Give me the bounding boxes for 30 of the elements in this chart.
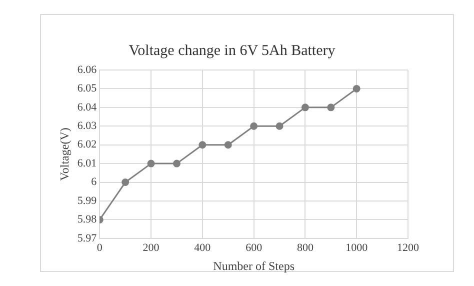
point [327,104,335,112]
point [301,104,309,112]
point [224,141,232,149]
point [352,84,360,92]
point [172,160,180,168]
y-tick-label: 6.04 [77,101,98,114]
y-tick-label: 6.03 [77,120,98,132]
x-tick-label: 400 [194,242,212,254]
y-tick-label: 5.97 [77,232,98,244]
y-tick-label: 6.05 [77,82,98,95]
x-tick-label: 600 [246,242,263,254]
x-tick-label: 200 [142,242,160,254]
y-tick-label: 5.99 [77,194,98,207]
x-tick-label: 800 [296,242,314,254]
y-tick-label: 6.02 [77,138,97,151]
y-tick-label: 6.06 [77,64,98,76]
point [147,160,155,168]
y-tick-label: 6 [91,176,98,188]
point [198,141,206,149]
chart-title: Voltage change in 6V 5Ah Battery [128,42,336,59]
point [122,178,130,186]
x-tick-label: 1000 [346,242,368,254]
x-axis-title: Number of Steps [213,258,295,273]
x-tick-label: 1200 [397,242,420,254]
point [276,122,284,130]
y-tick-label: 5.98 [77,214,98,226]
y-tick-label: 6.01 [77,157,97,170]
point [250,122,258,130]
x-tick-label: 0 [96,242,103,254]
y-axis-title: Voltage(V) [57,128,72,181]
